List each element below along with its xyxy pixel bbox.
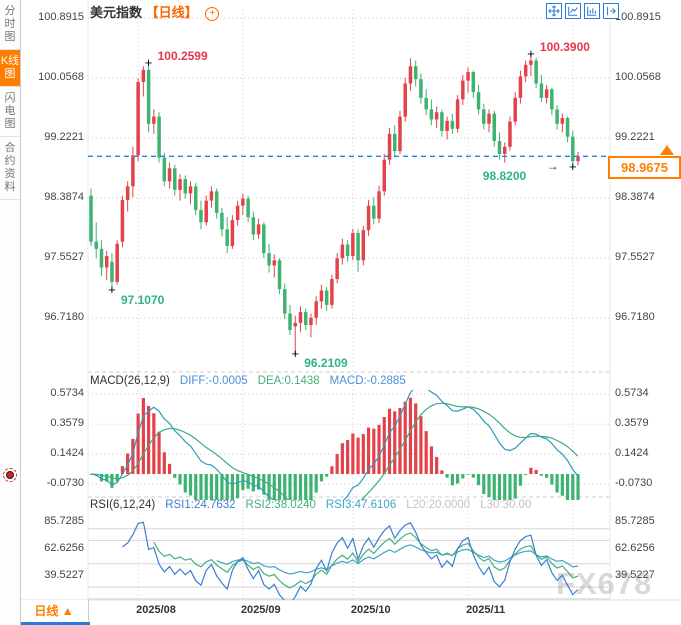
- price-annotation: 97.1070: [120, 293, 165, 308]
- y-axis-label: 96.7180: [615, 310, 655, 323]
- y-axis-label: 0.5734: [615, 387, 649, 399]
- candlestick-series: [89, 54, 580, 355]
- y-axis-label: 85.7285: [615, 515, 655, 527]
- y-axis-label: 99.2221: [44, 130, 84, 143]
- rsi-header: RSI(6,12,24) RSI1:24.7632 RSI2:38.0240 RSI3…: [90, 499, 541, 511]
- price-annotation: 100.3900: [539, 40, 590, 55]
- auto-scale-icon[interactable]: [565, 3, 581, 19]
- rsi-readout: RSI1:24.7632: [165, 499, 236, 511]
- y-axis-label: 62.6256: [615, 542, 655, 554]
- x-axis-label: 2025/09: [240, 604, 281, 616]
- sidebar-item-2[interactable]: 闪电图: [0, 87, 20, 137]
- extreme-cross-marker: +: [291, 346, 300, 362]
- y-axis-label: 100.0568: [38, 70, 84, 83]
- main-chart-plot[interactable]: [88, 18, 610, 370]
- y-axis-label: 97.5527: [44, 250, 84, 263]
- last-price-box: 98.9675: [608, 156, 681, 179]
- extreme-cross-marker: +: [144, 55, 153, 71]
- annotation-arrow-icon: →: [546, 158, 559, 173]
- rsi-panel: [122, 521, 579, 600]
- extreme-cross-marker: +: [527, 46, 535, 62]
- y-axis-label: 39.5227: [44, 569, 84, 581]
- period-label: 【日线】: [145, 5, 198, 20]
- y-axis-label: 85.7285: [44, 515, 84, 527]
- y-axis-label: -0.0730: [615, 477, 653, 490]
- macd-header: MACD(26,12,9) DIFF:-0.0005 DEA:0.1438 MACD:…: [90, 375, 416, 387]
- chart-toolbar: [546, 3, 619, 19]
- sidebar: 分时图 K线图 闪电图 合约资料: [0, 0, 21, 625]
- period-tab-label: 日线: [34, 604, 59, 618]
- add-indicator-icon[interactable]: +: [205, 7, 220, 21]
- price-up-arrow-icon: [660, 145, 674, 155]
- axis-scale-icon[interactable]: [584, 3, 600, 19]
- y-axis-label: 100.0568: [615, 70, 661, 83]
- rsi-params-label: RSI(6,12,24): [90, 499, 156, 511]
- y-axis-label: 98.3874: [615, 190, 655, 203]
- bottom-accent-strip: [20, 622, 90, 625]
- macd-readout: DIFF:-0.0005: [179, 375, 248, 387]
- y-axis-label: 100.8915: [615, 11, 661, 23]
- price-annotation: 100.2599: [157, 49, 208, 64]
- y-axis-label: 0.1424: [615, 447, 649, 460]
- y-axis-label: 0.3579: [615, 417, 649, 430]
- macd-readout: DEA:0.1438: [257, 375, 320, 387]
- y-axis-label: 0.5734: [50, 387, 84, 399]
- y-axis-label: 62.6256: [44, 542, 84, 554]
- x-axis-label: 2025/08: [136, 604, 176, 616]
- sidebar-item-1[interactable]: K线图: [0, 50, 20, 87]
- macd-readout: MACD:-0.2885: [329, 375, 406, 387]
- period-tab-arrow-icon: ▲: [61, 604, 74, 618]
- last-price-value: 98.9675: [621, 160, 668, 175]
- x-axis-label: 2025/11: [466, 604, 506, 616]
- y-axis-label: 0.3579: [50, 417, 84, 430]
- watermark: FX678: [556, 566, 653, 601]
- move-crosshair-icon[interactable]: [546, 3, 562, 19]
- rsi-readout: RSI3:47.6106: [325, 499, 397, 511]
- gridlines: [20, 0, 681, 601]
- macd-panel: [89, 390, 580, 500]
- y-axis-label: 100.8915: [38, 11, 84, 23]
- y-axis-label: -0.0730: [46, 477, 84, 490]
- y-axis-label: 98.3874: [44, 190, 84, 203]
- extreme-cross-marker: +: [569, 158, 577, 174]
- sidebar-item-3[interactable]: 合约资料: [0, 137, 20, 200]
- y-axis-label: 97.5527: [615, 250, 655, 263]
- exit-chart-icon[interactable]: [603, 3, 619, 19]
- y-axis-label: 99.2221: [615, 130, 655, 143]
- macd-params-label: MACD(26,12,9): [90, 375, 170, 387]
- macd-plot[interactable]: [88, 390, 610, 500]
- period-tab[interactable]: 日线 ▲: [20, 600, 89, 622]
- rsi-plot[interactable]: [88, 514, 610, 600]
- price-annotation: 98.8200: [482, 168, 527, 183]
- rsi-readout: L20:20.0000: [406, 499, 471, 511]
- y-axis-label: 96.7180: [44, 310, 84, 323]
- y-axis-label: 39.5227: [615, 569, 655, 581]
- price-annotation: 96.2109: [304, 356, 348, 371]
- y-axis-label: 0.1424: [50, 447, 84, 460]
- sidebar-item-0[interactable]: 分时图: [0, 0, 20, 50]
- x-axis-label: 2025/10: [350, 604, 391, 616]
- rsi-readout: L30:30.00: [480, 499, 532, 511]
- page-title: 美元指数: [90, 5, 143, 20]
- extreme-cross-marker: +: [108, 282, 116, 298]
- chart-title-bar: 美元指数 【日线】 +: [90, 2, 220, 21]
- rsi-readout: RSI2:38.0240: [245, 499, 316, 511]
- live-alert-icon: [3, 468, 17, 482]
